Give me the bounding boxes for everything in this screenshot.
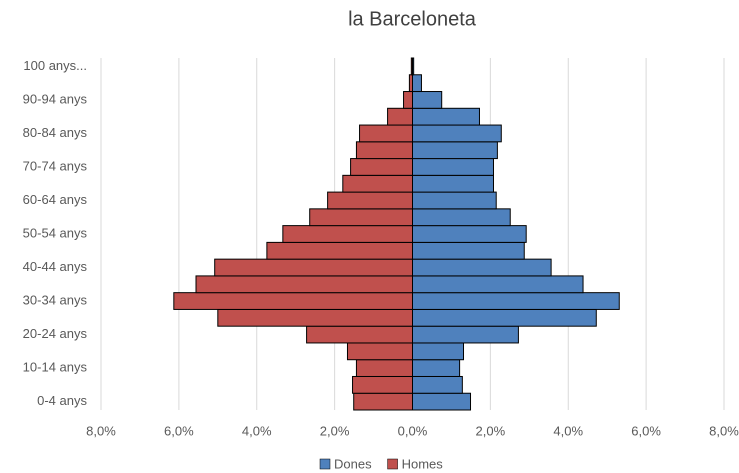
bar xyxy=(355,359,413,377)
x-tick-label: 0,0% xyxy=(398,423,428,438)
y-tick-label: 70-74 anys xyxy=(23,158,88,173)
bar xyxy=(387,107,413,126)
bar xyxy=(327,191,413,210)
legend-swatch xyxy=(319,458,331,470)
bar xyxy=(266,241,413,260)
y-tick-label: 0-4 anys xyxy=(37,393,87,408)
bar xyxy=(195,275,413,294)
legend-swatch xyxy=(387,458,398,470)
bar xyxy=(214,258,413,277)
bar xyxy=(355,141,413,160)
x-tick-label: 2,0% xyxy=(476,423,506,438)
bar xyxy=(412,174,494,193)
bar xyxy=(309,208,413,227)
x-tick-label: 4,0% xyxy=(242,423,272,438)
bar xyxy=(412,124,502,143)
bar xyxy=(350,158,414,176)
bar xyxy=(412,225,527,243)
bar xyxy=(353,392,413,411)
x-tick-label: 8,0% xyxy=(709,423,739,438)
legend-label: Homes xyxy=(402,456,444,471)
bar xyxy=(412,325,519,344)
bar xyxy=(359,124,414,143)
y-tick-label: 20-24 anys xyxy=(23,326,88,341)
y-tick-label: 50-54 anys xyxy=(23,225,88,240)
bar xyxy=(412,191,497,210)
bar xyxy=(412,375,463,394)
bar xyxy=(352,375,414,394)
y-tick-label: 90-94 anys xyxy=(23,91,88,106)
bar xyxy=(412,241,525,260)
bar xyxy=(412,208,511,227)
y-tick-label: 100 anys... xyxy=(23,58,87,73)
bar xyxy=(412,107,480,126)
y-tick-label: 60-64 anys xyxy=(23,192,88,207)
bar xyxy=(342,174,414,193)
x-tick-label: 6,0% xyxy=(631,423,661,438)
bar xyxy=(346,342,413,361)
bar xyxy=(412,275,584,294)
bar xyxy=(403,91,413,109)
bar xyxy=(412,74,422,93)
y-tick-label: 40-44 anys xyxy=(23,259,88,274)
bar xyxy=(173,292,413,310)
bar xyxy=(412,392,472,411)
x-tick-label: 4,0% xyxy=(553,423,583,438)
y-tick-label: 10-14 anys xyxy=(23,360,88,375)
x-tick-label: 6,0% xyxy=(164,423,194,438)
bar xyxy=(412,91,443,109)
legend-label: Dones xyxy=(334,456,372,471)
bar xyxy=(217,308,413,327)
bar xyxy=(412,292,620,310)
bar xyxy=(412,359,461,377)
y-tick-label: 80-84 anys xyxy=(23,125,88,140)
x-tick-label: 2,0% xyxy=(320,423,350,438)
bar xyxy=(412,342,465,361)
chart-title: la Barceloneta xyxy=(348,8,477,30)
bar xyxy=(412,308,597,327)
bar xyxy=(282,225,414,243)
bar xyxy=(412,158,494,176)
y-tick-label: 30-34 anys xyxy=(23,292,88,307)
bar xyxy=(412,258,552,277)
x-tick-label: 8,0% xyxy=(86,423,116,438)
bar xyxy=(306,325,413,344)
bar xyxy=(412,141,498,160)
